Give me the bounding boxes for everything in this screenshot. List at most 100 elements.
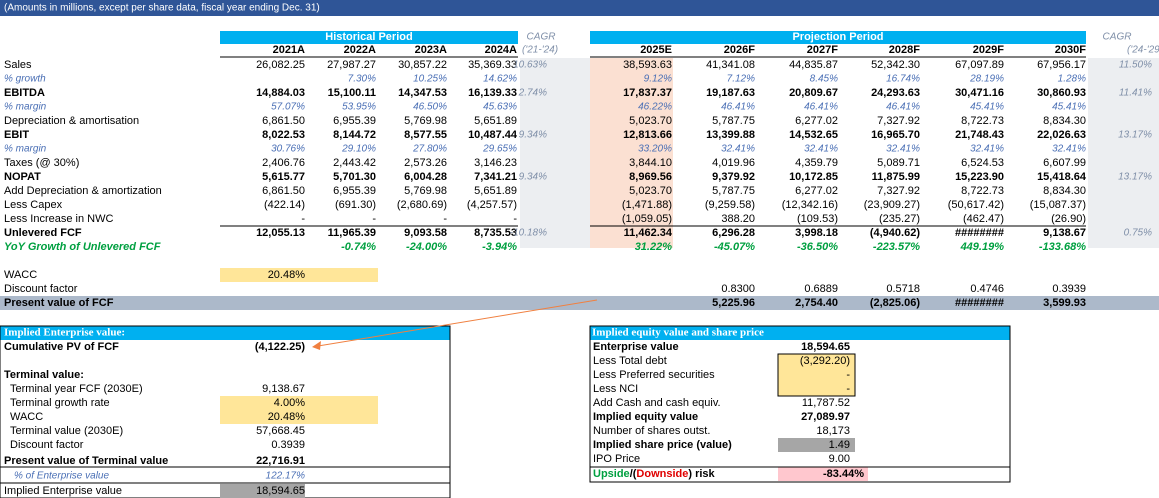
cell: 57,668.45 bbox=[256, 425, 305, 437]
cell: 32.41% bbox=[886, 144, 920, 155]
cell: 7,327.92 bbox=[877, 115, 920, 127]
row-label: Taxes (@ 30%) bbox=[4, 157, 79, 169]
cell: 9.12% bbox=[644, 74, 672, 85]
cell: 20.48% bbox=[268, 269, 306, 281]
column-header: 2029F bbox=[973, 44, 1004, 56]
label-part: ) risk bbox=[688, 468, 715, 480]
cell: 18,594.65 bbox=[801, 341, 850, 353]
cell: 8,144.72 bbox=[333, 129, 376, 141]
row-label: Add Cash and cash equiv. bbox=[593, 397, 721, 409]
cell: 6,296.28 bbox=[712, 227, 755, 239]
cell: 0.3939 bbox=[271, 439, 305, 451]
cell: 12,813.66 bbox=[623, 129, 672, 141]
input-cell bbox=[220, 396, 378, 424]
cell: 53.95% bbox=[342, 102, 376, 113]
cell: 12,055.13 bbox=[256, 227, 305, 239]
row-label: YoY Growth of Unlevered FCF bbox=[4, 241, 161, 253]
row-label: Depreciation & amortisation bbox=[4, 115, 139, 127]
cell: 41,341.08 bbox=[706, 59, 755, 71]
cell: 38,593.63 bbox=[623, 59, 672, 71]
cell: - bbox=[846, 369, 850, 381]
cell: (50,617.42) bbox=[948, 199, 1004, 211]
cell: 14.62% bbox=[483, 74, 517, 85]
cell: 8,834.30 bbox=[1043, 185, 1086, 197]
cell: (691.30) bbox=[335, 199, 376, 211]
cell: 15,100.11 bbox=[328, 87, 376, 99]
cell: 0.6889 bbox=[804, 283, 838, 295]
cell: 19,187.63 bbox=[706, 87, 755, 99]
cell: 30,857.22 bbox=[398, 59, 447, 71]
cell: ######## bbox=[955, 297, 1004, 309]
cell: 10,487.44 bbox=[468, 129, 518, 141]
cell: 3,998.18 bbox=[795, 227, 838, 239]
arrow bbox=[317, 299, 598, 347]
cell: 6,004.28 bbox=[404, 171, 447, 183]
estimate-band bbox=[590, 58, 673, 248]
cell: (12,342.16) bbox=[782, 199, 838, 211]
row-label: % of Enterprise value bbox=[14, 471, 109, 482]
cell: 5,769.98 bbox=[404, 115, 447, 127]
cell: 3,844.10 bbox=[629, 157, 672, 169]
cell: 5,701.30 bbox=[333, 171, 376, 183]
cell: 6,955.39 bbox=[333, 185, 376, 197]
cell: 8,722.73 bbox=[961, 115, 1004, 127]
cell: 8,577.55 bbox=[404, 129, 447, 141]
row-label: Terminal value (2030E) bbox=[10, 425, 123, 437]
cell: (2,825.06) bbox=[870, 297, 920, 309]
column-header: 2024A bbox=[485, 44, 517, 56]
cell: (235.27) bbox=[879, 213, 920, 225]
row-label: Discount factor bbox=[10, 439, 84, 451]
cell: 32.41% bbox=[1052, 144, 1086, 155]
cell: - bbox=[443, 213, 447, 225]
cell: 16.74% bbox=[886, 74, 920, 85]
box bbox=[0, 325, 451, 498]
cell: 10.25% bbox=[413, 74, 447, 85]
cell: 3,146.23 bbox=[474, 157, 517, 169]
column-header: 2030F bbox=[1055, 44, 1086, 56]
cell: 5,651.89 bbox=[474, 115, 517, 127]
row-label: Less NCI bbox=[593, 383, 638, 395]
cell: 44,835.87 bbox=[789, 59, 838, 71]
input-cell bbox=[777, 353, 856, 397]
cell: 13.17% bbox=[1118, 130, 1152, 141]
cell: - bbox=[513, 213, 517, 225]
row-label: Terminal year FCF (2030E) bbox=[10, 383, 143, 395]
cell: (462.47) bbox=[963, 213, 1004, 225]
cell: 21,748.43 bbox=[955, 129, 1004, 141]
section-bar bbox=[590, 326, 1010, 340]
cell: 2,573.26 bbox=[404, 157, 447, 169]
cell: 26,082.25 bbox=[256, 59, 305, 71]
column-header: 2028F bbox=[889, 44, 920, 56]
column-header: 2025E bbox=[640, 44, 672, 56]
cell: 8,969.56 bbox=[629, 171, 672, 183]
cell: -10.18% bbox=[510, 228, 547, 239]
cell: 11,875.99 bbox=[872, 171, 920, 183]
note-bar bbox=[0, 0, 1159, 16]
label-part: /( bbox=[630, 468, 637, 480]
row-label: Enterprise value bbox=[593, 341, 679, 353]
cell: 449.19% bbox=[960, 241, 1005, 253]
cell: 6,861.50 bbox=[262, 115, 305, 127]
cell: 16,965.70 bbox=[871, 129, 920, 141]
cell: 5,089.71 bbox=[877, 157, 920, 169]
cell: 31.22% bbox=[635, 241, 673, 253]
cell: 6,607.99 bbox=[1043, 157, 1086, 169]
row-label: Sales bbox=[4, 59, 32, 71]
note: (Amounts in millions, except per share d… bbox=[4, 3, 320, 14]
cell: 14,884.03 bbox=[256, 87, 305, 99]
cell: (15,087.37) bbox=[1030, 199, 1086, 211]
cell: 27,987.27 bbox=[327, 59, 376, 71]
period-title: Historical Period bbox=[325, 31, 412, 43]
cell: 15,418.64 bbox=[1037, 171, 1087, 183]
cell: 11,965.39 bbox=[328, 227, 376, 239]
cell: 11.41% bbox=[1119, 88, 1152, 99]
cell: 3,599.93 bbox=[1043, 297, 1086, 309]
period-bar bbox=[220, 31, 518, 44]
cell: - bbox=[301, 213, 305, 225]
cell: 33.20% bbox=[638, 144, 672, 155]
period-title: Projection Period bbox=[792, 31, 883, 43]
row-label: WACC bbox=[4, 269, 37, 281]
cell: 18,173 bbox=[816, 425, 850, 437]
cell: 24,293.63 bbox=[871, 87, 920, 99]
